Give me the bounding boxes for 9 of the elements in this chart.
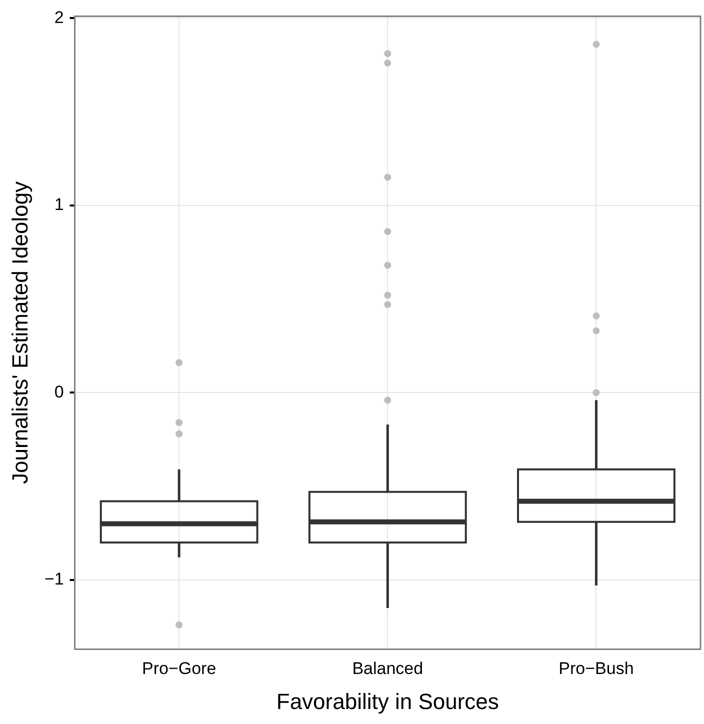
- y-axis-title: Journalists' Estimated Ideology: [7, 181, 32, 484]
- y-tick-label: 2: [54, 8, 64, 27]
- x-tick-label: Pro−Bush: [558, 659, 634, 678]
- y-tick-label: −1: [44, 570, 64, 589]
- x-tick-label: Balanced: [352, 659, 424, 678]
- y-tick-label: 0: [54, 382, 64, 402]
- x-tick-label: Pro−Gore: [142, 659, 216, 678]
- y-tick-label: 1: [54, 195, 64, 214]
- x-axis-title: Favorability in Sources: [276, 688, 499, 714]
